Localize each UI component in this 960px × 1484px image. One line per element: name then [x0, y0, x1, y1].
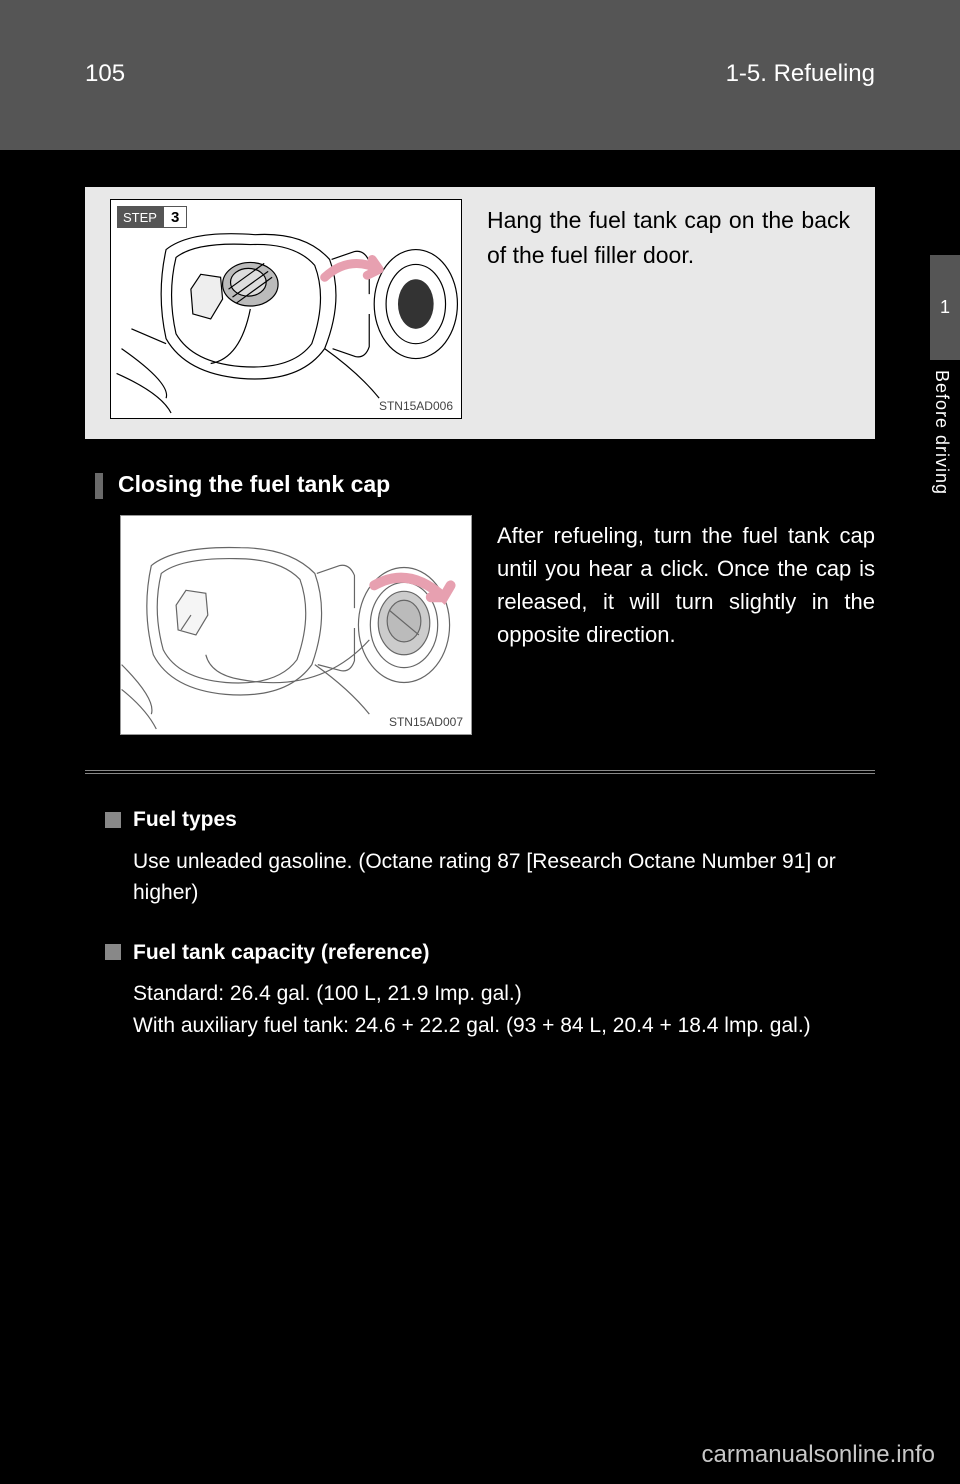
- chapter-label: Before driving: [931, 370, 952, 495]
- note-body-aux: With auxiliary fuel tank: 24.6 + 22.2 ga…: [105, 1010, 875, 1042]
- chapter-number: 1: [940, 297, 950, 318]
- chapter-tab: 1: [930, 255, 960, 360]
- closing-heading-row: Closing the fuel tank cap: [95, 471, 875, 499]
- figure-code: STN15AD006: [379, 399, 453, 413]
- step-badge: STEP 3: [117, 206, 187, 228]
- note-title: Fuel types: [133, 804, 237, 836]
- note-title-row: Fuel types: [105, 804, 875, 836]
- step3-figure: STEP 3: [110, 199, 462, 419]
- figure-code: STN15AD007: [389, 715, 463, 729]
- note-title: Fuel tank capacity (reference): [133, 937, 429, 969]
- step-instruction-box: STEP 3: [85, 187, 875, 439]
- page-header: 105 1-5. Refueling: [0, 0, 960, 150]
- section-divider: [85, 770, 875, 774]
- note-title-row: Fuel tank capacity (reference): [105, 937, 875, 969]
- fuel-cap-hang-illustration: [111, 200, 461, 418]
- fuel-cap-close-illustration: [121, 516, 471, 734]
- closing-text: After refueling, turn the fuel tank cap …: [497, 515, 875, 651]
- step-badge-label: STEP: [117, 206, 163, 228]
- closing-heading: Closing the fuel tank cap: [118, 471, 390, 498]
- step3-text: Hang the fuel tank cap on the back of th…: [487, 199, 850, 419]
- note-tank-capacity: Fuel tank capacity (reference) Standard:…: [85, 937, 875, 1042]
- closing-figure: STN15AD007: [120, 515, 472, 735]
- bullet-icon: [105, 944, 121, 960]
- page-content: STEP 3: [0, 187, 960, 1041]
- note-body-standard: Standard: 26.4 gal. (100 L, 21.9 Imp. ga…: [105, 978, 875, 1010]
- step-badge-number: 3: [163, 206, 187, 228]
- watermark: carmanualsonline.info: [702, 1441, 935, 1469]
- page-number: 105: [85, 60, 125, 88]
- note-body: Use unleaded gasoline. (Octane rating 87…: [105, 846, 875, 909]
- bullet-icon: [105, 812, 121, 828]
- closing-section: Closing the fuel tank cap: [85, 471, 875, 735]
- section-title: 1-5. Refueling: [726, 60, 875, 88]
- closing-instruction: STN15AD007 After refueling, turn the fue…: [95, 515, 875, 735]
- heading-marker: [95, 473, 103, 499]
- note-fuel-types: Fuel types Use unleaded gasoline. (Octan…: [85, 804, 875, 909]
